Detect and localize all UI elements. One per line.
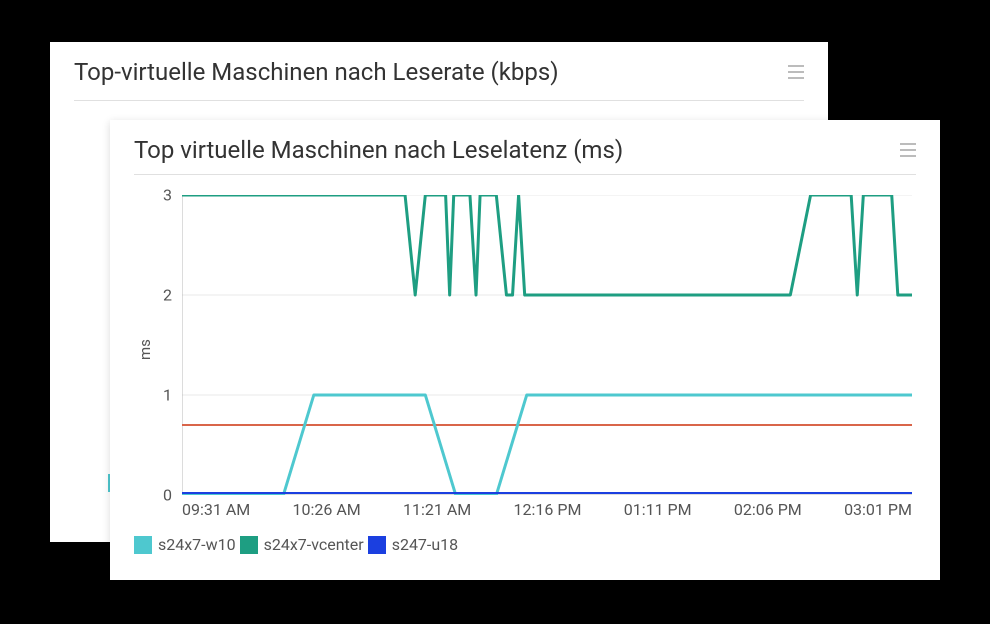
x-tick-label: 11:21 AM xyxy=(403,500,471,519)
chart-plot-area: 0123 xyxy=(182,195,912,495)
menu-icon[interactable] xyxy=(900,143,916,157)
x-tick-label: 12:16 PM xyxy=(514,500,582,519)
legend-item[interactable]: s24x7-vcenter xyxy=(240,535,364,554)
card-title: Top virtuelle Maschinen nach Leselatenz … xyxy=(134,136,623,164)
legend-swatch xyxy=(368,536,386,554)
y-tick-label: 2 xyxy=(163,286,172,305)
chart-legend: s24x7-w10 s24x7-vcenter s247-u18 xyxy=(134,535,458,554)
legend-label: s24x7-w10 xyxy=(158,535,236,554)
y-axis-label: ms xyxy=(136,339,154,360)
x-tick-label: 02:06 PM xyxy=(734,500,802,519)
y-tick-label: 1 xyxy=(163,386,172,405)
legend-label: s247-u18 xyxy=(392,535,458,554)
legend-label: s24x7-vcenter xyxy=(264,535,364,554)
y-tick-label: 3 xyxy=(163,186,172,205)
x-tick-label: 03:01 PM xyxy=(844,500,912,519)
menu-icon[interactable] xyxy=(788,65,804,79)
legend-swatch xyxy=(240,536,258,554)
y-tick-label: 0 xyxy=(163,486,172,505)
x-tick-label: 01:11 PM xyxy=(624,500,692,519)
legend-swatch xyxy=(134,536,152,554)
x-axis-labels: 09:31 AM 10:26 AM 11:21 AM 12:16 PM 01:11 PM… xyxy=(182,500,912,519)
legend-item[interactable]: s247-u18 xyxy=(368,535,458,554)
card-header: Top-virtuelle Maschinen nach Leserate (k… xyxy=(50,42,828,97)
card-leselatenz: Top virtuelle Maschinen nach Leselatenz … xyxy=(110,120,940,580)
card-title: Top-virtuelle Maschinen nach Leserate (k… xyxy=(74,58,559,86)
card-header: Top virtuelle Maschinen nach Leselatenz … xyxy=(110,120,940,175)
x-tick-label: 10:26 AM xyxy=(293,500,361,519)
x-tick-label: 09:31 AM xyxy=(182,500,250,519)
legend-item[interactable]: s24x7-w10 xyxy=(134,535,236,554)
